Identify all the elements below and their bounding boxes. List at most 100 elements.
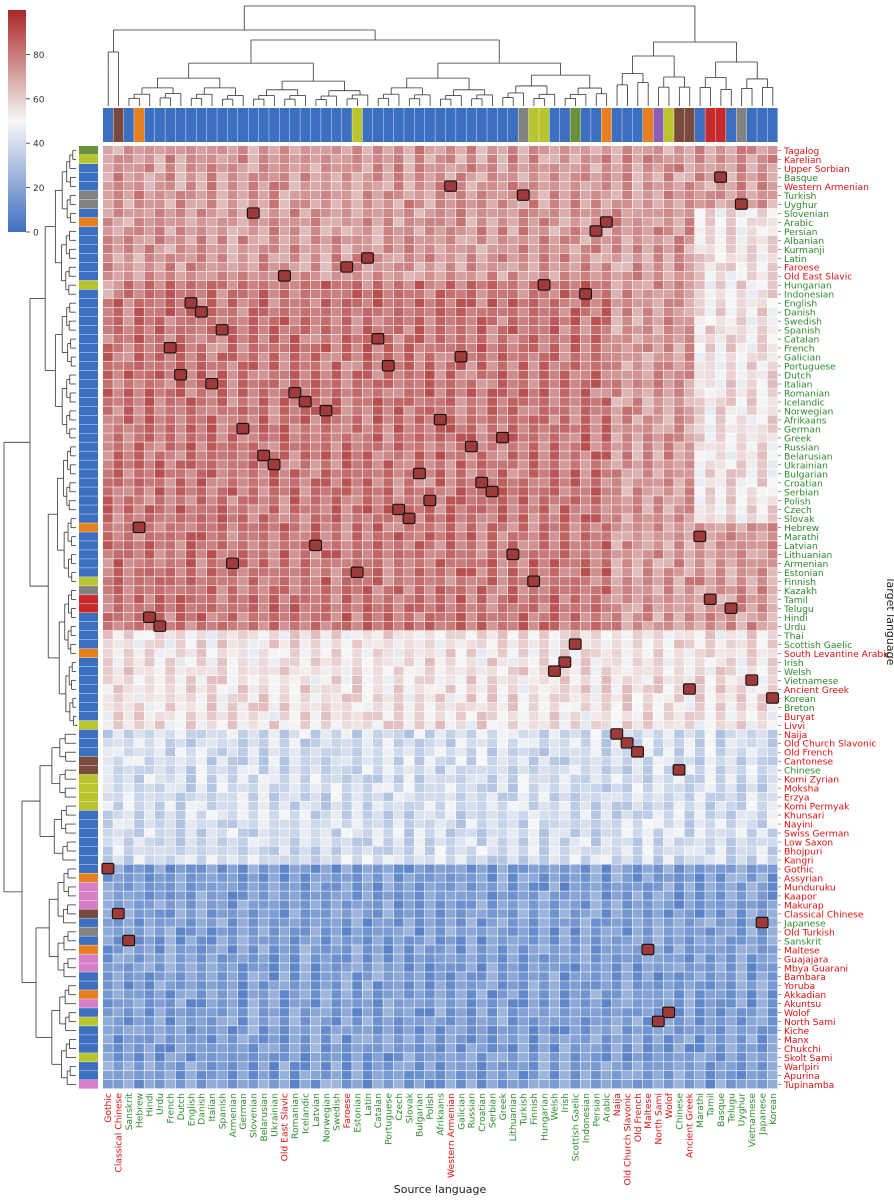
- heatmap-cell: [757, 702, 768, 712]
- heatmap-cell: [144, 621, 155, 631]
- heatmap-cell: [705, 154, 716, 164]
- heatmap-cell: [279, 684, 290, 694]
- heatmap-cell: [726, 487, 736, 496]
- heatmap-cell: [217, 478, 228, 487]
- heatmap-cell: [456, 217, 466, 227]
- heatmap-cell: [559, 702, 570, 712]
- heatmap-cell: [435, 226, 446, 236]
- heatmap-cell: [144, 747, 155, 757]
- heatmap-cell: [321, 675, 331, 685]
- heatmap-cell: [726, 370, 736, 379]
- heatmap-cell: [611, 379, 622, 388]
- heatmap-cell: [362, 613, 373, 622]
- heatmap-cell: [331, 514, 342, 523]
- heatmap-cell: [134, 208, 144, 218]
- heatmap-cell: [632, 307, 643, 317]
- heatmap-cell: [310, 532, 321, 541]
- heatmap-cell: [383, 774, 394, 784]
- heatmap-cell: [196, 379, 207, 388]
- heatmap-cell: [508, 774, 518, 784]
- row-family-swatch: [79, 981, 98, 990]
- heatmap-cell: [746, 146, 757, 155]
- heatmap-cell: [445, 433, 456, 442]
- heatmap-cell: [518, 361, 529, 370]
- heatmap-cell: [746, 541, 757, 550]
- heatmap-cell: [424, 388, 435, 397]
- heatmap-cell: [393, 451, 404, 460]
- column-family-swatch: [632, 108, 643, 142]
- heatmap-cell: [404, 675, 414, 685]
- heatmap-cell: [414, 388, 425, 397]
- heatmap-cell: [487, 756, 498, 766]
- heatmap-cell: [331, 523, 342, 532]
- heatmap-cell: [539, 226, 549, 236]
- heatmap-cell: [715, 280, 726, 290]
- heatmap-cell: [694, 783, 705, 793]
- heatmap-cell: [352, 343, 363, 352]
- heatmap-cell: [757, 397, 768, 406]
- heatmap-cell: [705, 451, 716, 460]
- heatmap-cell: [373, 747, 383, 757]
- column-family-swatch: [362, 108, 373, 142]
- heatmap-cell: [258, 343, 269, 352]
- heatmap-cell: [456, 487, 466, 496]
- row-family-swatch: [79, 657, 98, 667]
- heatmap-cell: [414, 307, 425, 317]
- heatmap-cell: [611, 146, 622, 155]
- heatmap-cell: [684, 235, 695, 245]
- heatmap-cell: [331, 388, 342, 397]
- heatmap-cell: [518, 505, 529, 514]
- heatmap-cell: [601, 765, 612, 775]
- heatmap-cell: [580, 424, 591, 433]
- heatmap-cell: [248, 316, 259, 326]
- heatmap-cell: [528, 666, 539, 676]
- heatmap-cell: [684, 415, 695, 424]
- heatmap-cell: [165, 361, 176, 370]
- heatmap-cell: [362, 181, 373, 191]
- heatmap-cell: [144, 523, 155, 532]
- heatmap-cell: [404, 406, 414, 415]
- heatmap-cell: [445, 235, 456, 245]
- heatmap-cell: [404, 442, 414, 451]
- heatmap-cell: [248, 783, 259, 793]
- heatmap-cell: [206, 702, 217, 712]
- heatmap-cell: [217, 577, 228, 586]
- heatmap-cell: [559, 729, 570, 739]
- column-family-swatch: [331, 108, 342, 142]
- heatmap-cell: [767, 289, 778, 299]
- heatmap-cell: [227, 586, 238, 595]
- heatmap-cell: [341, 765, 352, 775]
- heatmap-cell: [238, 190, 248, 200]
- heatmap-cell: [559, 172, 570, 182]
- heatmap-cell: [611, 343, 622, 352]
- heatmap-cell: [622, 774, 633, 784]
- heatmap-cell: [736, 505, 747, 514]
- heatmap-cell: [674, 235, 684, 245]
- heatmap-cell: [580, 648, 591, 658]
- heatmap-cell: [393, 442, 404, 451]
- heatmap-cell: [591, 325, 601, 334]
- heatmap-cell: [559, 235, 570, 245]
- heatmap-cell: [622, 684, 633, 694]
- heatmap-cell: [341, 595, 352, 604]
- heatmap-cell: [300, 783, 311, 793]
- heatmap-cell: [456, 325, 466, 334]
- heatmap-cell: [175, 559, 186, 568]
- heatmap-cell: [103, 289, 113, 299]
- heatmap-cell: [663, 181, 674, 191]
- heatmap-cell: [674, 684, 684, 694]
- heatmap-cell: [539, 666, 549, 676]
- heatmap-cell: [591, 235, 601, 245]
- heatmap-cell: [487, 406, 498, 415]
- heatmap-cell: [383, 146, 394, 155]
- heatmap-cell: [424, 271, 435, 281]
- heatmap-cell: [175, 711, 186, 721]
- heatmap-cell: [123, 343, 134, 352]
- heatmap-cell: [539, 334, 549, 343]
- heatmap-cell: [476, 271, 487, 281]
- heatmap-cell: [601, 163, 612, 173]
- heatmap-cell: [154, 729, 165, 739]
- heatmap-cell: [684, 586, 695, 595]
- heatmap-cell: [123, 747, 134, 757]
- heatmap-cell: [154, 613, 165, 622]
